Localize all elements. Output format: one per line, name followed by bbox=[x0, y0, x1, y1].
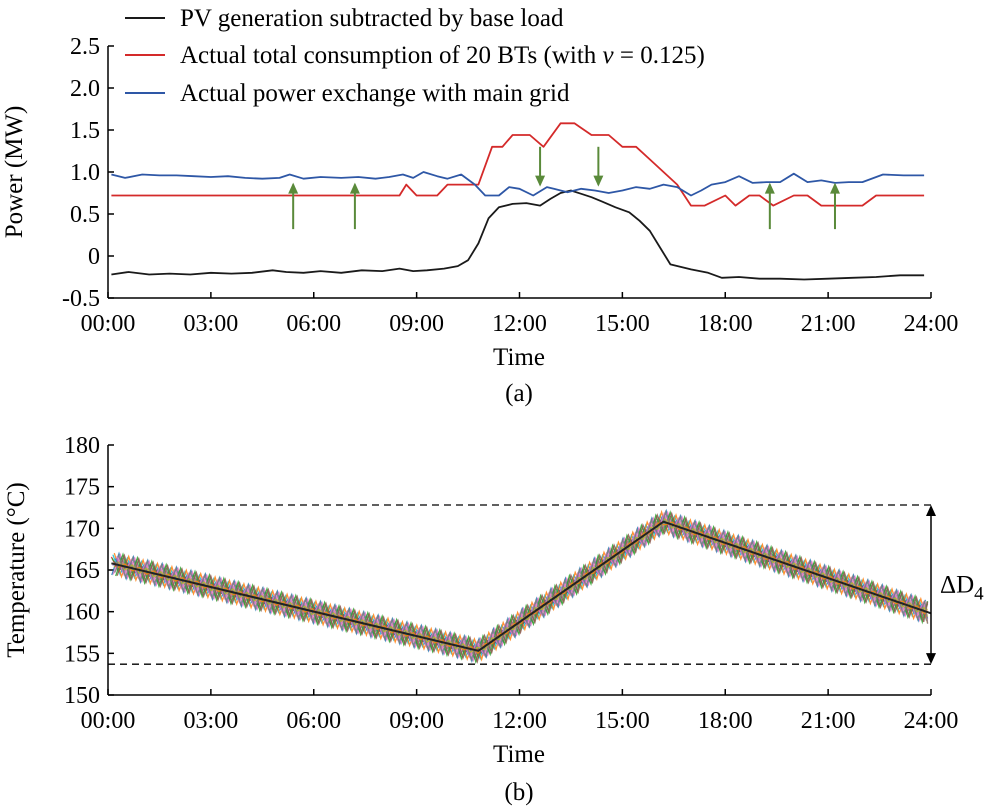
y-ticks-b: 180 175 170 165 160 155 150 bbox=[64, 433, 114, 709]
x-ticks-a: 00:00 03:00 06:00 09:00 12:00 15:00 18:00 21:00… bbox=[81, 292, 959, 337]
b-ytick-label: 160 bbox=[64, 600, 100, 626]
legend-label-exchange: Actual power exchange with main grid bbox=[180, 80, 570, 107]
shift-arrow-head bbox=[535, 175, 546, 187]
delta-d4-marker: ΔD4 bbox=[926, 505, 984, 665]
y-axis-label-b: Temperature (°C) bbox=[3, 482, 30, 658]
a-xtick-label: 24:00 bbox=[904, 311, 959, 337]
b-xtick-label: 00:00 bbox=[81, 708, 136, 734]
a-ytick-label: 0 bbox=[88, 244, 100, 270]
plot-area-b bbox=[111, 520, 932, 652]
b-ytick-label: 150 bbox=[64, 683, 100, 709]
shift-arrow-head bbox=[288, 182, 299, 194]
a-ytick-label: 1.0 bbox=[70, 160, 100, 186]
x-ticks-b: 00:00 03:00 06:00 09:00 12:00 15:00 18:00 21:00… bbox=[81, 689, 959, 734]
legend-label-consumption: Actual total consumption of 20 BTs (with… bbox=[180, 42, 705, 69]
delta-d4-label: ΔD4 bbox=[940, 572, 984, 605]
exchange-series-line bbox=[111, 171, 925, 197]
b-xtick-label: 03:00 bbox=[184, 708, 239, 734]
delta-arrowhead-top bbox=[926, 505, 936, 516]
temperature-band bbox=[110, 508, 929, 665]
b-ytick-label: 165 bbox=[64, 558, 100, 584]
x-axis-label-a: Time bbox=[493, 344, 545, 371]
a-xtick-label: 18:00 bbox=[698, 311, 753, 337]
shift-arrow-head bbox=[349, 182, 360, 194]
shift-arrow-head bbox=[764, 182, 775, 194]
b-ytick-label: 175 bbox=[64, 475, 100, 501]
a-xtick-label: 21:00 bbox=[801, 311, 856, 337]
shift-arrow-head bbox=[829, 182, 840, 194]
pv-series-line bbox=[111, 189, 925, 281]
reference-lines bbox=[108, 504, 931, 665]
caption-b: (b) bbox=[504, 779, 533, 806]
y-axis-label-a: Power (MW) bbox=[1, 106, 28, 239]
a-ytick-label: 0.5 bbox=[70, 202, 100, 228]
b-xtick-label: 06:00 bbox=[286, 708, 341, 734]
delta-arrowhead-bottom bbox=[926, 653, 936, 665]
b-xtick-label: 21:00 bbox=[801, 708, 856, 734]
caption-a: (a) bbox=[505, 380, 533, 407]
a-xtick-label: 03:00 bbox=[184, 311, 239, 337]
a-xtick-label: 00:00 bbox=[81, 311, 136, 337]
b-ytick-label: 180 bbox=[64, 433, 100, 459]
b-xtick-label: 12:00 bbox=[492, 708, 547, 734]
a-ytick-label: 2.0 bbox=[70, 76, 100, 102]
legend-label-pv: PV generation subtracted by base load bbox=[180, 5, 564, 32]
b-xtick-label: 18:00 bbox=[698, 708, 753, 734]
plot-area-a bbox=[111, 122, 925, 281]
a-ytick-label: 2.5 bbox=[70, 34, 100, 60]
a-xtick-label: 09:00 bbox=[389, 311, 444, 337]
a-ytick-label: 1.5 bbox=[70, 118, 100, 144]
a-xtick-label: 12:00 bbox=[492, 311, 547, 337]
panel-b: 180 175 170 165 160 155 150 00:00 03:00 06:00 09:… bbox=[3, 433, 984, 806]
panel-a: PV generation subtracted by base load Ac… bbox=[1, 5, 958, 407]
a-xtick-label: 15:00 bbox=[595, 311, 650, 337]
b-ytick-label: 170 bbox=[64, 516, 100, 542]
b-xtick-label: 09:00 bbox=[389, 708, 444, 734]
x-axis-label-b: Time bbox=[493, 741, 545, 768]
arrows-a bbox=[288, 146, 840, 230]
b-ytick-label: 155 bbox=[64, 641, 100, 667]
shift-arrow-head bbox=[593, 175, 604, 187]
mean-temperature-line bbox=[111, 520, 932, 652]
a-ytick-label: -0.5 bbox=[62, 286, 100, 312]
b-xtick-label: 15:00 bbox=[595, 708, 650, 734]
a-xtick-label: 06:00 bbox=[286, 311, 341, 337]
consumption-series-line bbox=[111, 122, 925, 207]
b-xtick-label: 24:00 bbox=[904, 708, 959, 734]
legend-a: PV generation subtracted by base load Ac… bbox=[125, 5, 705, 107]
y-ticks-a: 2.5 2.0 1.5 1.0 0.5 0 -0.5 bbox=[62, 34, 114, 312]
